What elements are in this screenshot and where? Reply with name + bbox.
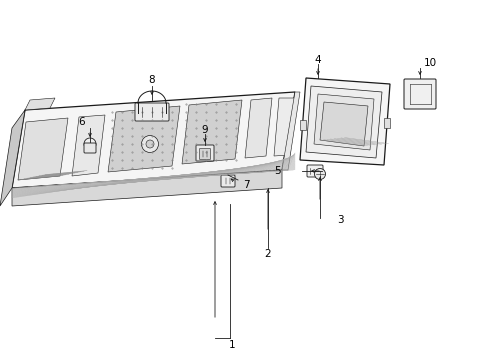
Polygon shape <box>299 120 305 130</box>
Polygon shape <box>319 102 367 146</box>
Text: 9: 9 <box>201 125 208 135</box>
Polygon shape <box>313 94 373 150</box>
FancyBboxPatch shape <box>221 175 235 187</box>
Polygon shape <box>273 98 294 156</box>
Text: 8: 8 <box>148 75 155 85</box>
Circle shape <box>314 168 325 180</box>
Text: 7: 7 <box>242 180 249 190</box>
Circle shape <box>146 140 154 148</box>
Polygon shape <box>25 98 55 110</box>
Text: 2: 2 <box>264 249 271 259</box>
Polygon shape <box>282 92 299 170</box>
Polygon shape <box>182 100 242 164</box>
Polygon shape <box>18 118 68 180</box>
FancyBboxPatch shape <box>199 149 210 159</box>
Polygon shape <box>12 170 282 206</box>
Circle shape <box>141 135 158 153</box>
Polygon shape <box>244 98 271 158</box>
Polygon shape <box>383 118 389 128</box>
FancyBboxPatch shape <box>306 165 323 177</box>
FancyBboxPatch shape <box>135 103 169 121</box>
Polygon shape <box>305 86 381 158</box>
Text: 1: 1 <box>228 340 235 350</box>
Text: 6: 6 <box>79 117 85 127</box>
FancyBboxPatch shape <box>403 79 435 109</box>
Circle shape <box>84 138 96 150</box>
Polygon shape <box>72 115 105 176</box>
Polygon shape <box>108 106 180 172</box>
Text: 3: 3 <box>336 215 343 225</box>
FancyBboxPatch shape <box>84 143 96 153</box>
Text: 5: 5 <box>274 166 281 176</box>
Polygon shape <box>299 78 389 165</box>
Polygon shape <box>0 110 25 206</box>
FancyBboxPatch shape <box>196 145 214 161</box>
Text: 10: 10 <box>423 58 436 68</box>
Text: 4: 4 <box>314 55 321 65</box>
Polygon shape <box>12 92 294 188</box>
